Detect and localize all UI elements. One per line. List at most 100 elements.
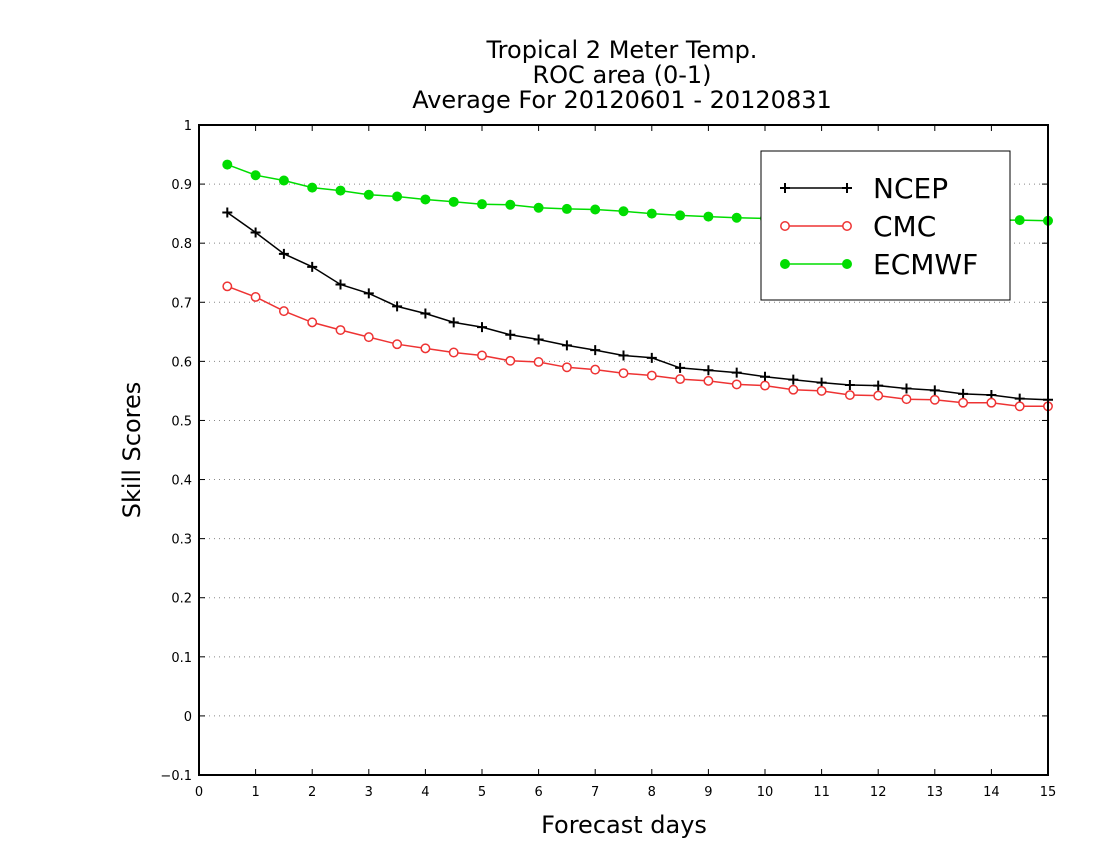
cmc-point: [505, 355, 516, 366]
title-line: Average For 20120601 - 20120831: [412, 86, 832, 114]
cmc-point: [363, 332, 374, 343]
ncep-point: [363, 288, 374, 299]
cmc-point: [278, 306, 289, 317]
ecmwf-point: [250, 170, 261, 181]
legend-ncep-marker: [780, 183, 790, 193]
ncep-point: [788, 374, 799, 385]
ncep-point: [929, 385, 940, 396]
ncep-point: [477, 322, 487, 333]
ecmwf-point: [335, 185, 346, 196]
ecmwf-point: [533, 202, 544, 213]
ecmwf-point: [731, 212, 742, 223]
ecmwf-point: [307, 182, 318, 193]
ncep-point: [448, 317, 459, 328]
legend-ncep-label: NCEP: [873, 172, 948, 205]
cmc-point: [448, 347, 459, 358]
cmc-point: [958, 397, 969, 408]
cmc-point: [618, 368, 629, 379]
ncep-point: [731, 367, 742, 378]
y-tick-label: 1: [184, 119, 192, 134]
ecmwf-point: [448, 196, 459, 207]
cmc-point: [222, 281, 233, 292]
title-line: ROC area (0-1): [532, 61, 711, 89]
ecmwf-point: [618, 206, 629, 217]
y-tick-label: 0.8: [171, 237, 192, 252]
ncep-point: [844, 380, 855, 390]
y-axis-label: Skill Scores: [118, 382, 146, 519]
x-axis-label: Forecast days: [541, 811, 707, 839]
ecmwf-point: [646, 208, 657, 219]
ecmwf-point: [363, 189, 374, 200]
y-tick-label: 0.5: [171, 414, 192, 429]
x-tick-label: 10: [757, 785, 774, 800]
x-tick-label: 14: [983, 785, 1000, 800]
ncep-point: [533, 334, 544, 345]
legend: NCEP CMC ECMWF: [760, 150, 1011, 301]
x-tick-label: 12: [870, 785, 887, 800]
x-tick-label: 8: [648, 785, 656, 800]
ecmwf-point: [222, 159, 233, 170]
ecmwf-point: [703, 211, 714, 222]
cmc-point: [844, 390, 855, 400]
ecmwf-point: [505, 199, 516, 210]
x-tick-label: 0: [195, 785, 203, 800]
y-tick-label: 0.6: [171, 355, 192, 370]
ncep-point: [278, 248, 289, 259]
ncep-point: [675, 362, 686, 373]
ecmwf-point: [477, 199, 487, 210]
cmc-point: [250, 292, 261, 302]
cmc-point: [760, 380, 770, 391]
ncep-point: [646, 352, 657, 363]
cmc-point: [561, 362, 572, 373]
x-tick-label: 1: [251, 785, 259, 800]
ecmwf-point: [675, 210, 686, 221]
cmc-point: [392, 339, 403, 350]
y-tick-label: 0.9: [171, 178, 192, 193]
ncep-point: [760, 371, 770, 382]
x-axis-ticks: 0 1 2 3 4 5 6 7 8 9 10 11 12 13 14 15: [195, 125, 1056, 800]
x-tick-label: 5: [478, 785, 486, 800]
ncep-point: [873, 380, 884, 391]
ncep-point: [250, 227, 261, 238]
cmc-point: [533, 357, 544, 367]
ncep-point: [420, 308, 431, 319]
ecmwf-point: [420, 194, 431, 205]
cmc-point: [731, 379, 742, 390]
cmc-point: [335, 325, 346, 335]
legend-ncep-marker: [842, 183, 852, 193]
cmc-point: [675, 374, 686, 385]
y-tick-label: 0: [184, 710, 192, 725]
cmc-point: [703, 375, 714, 386]
cmc-point: [901, 394, 912, 405]
ecmwf-point: [561, 203, 572, 214]
cmc-point: [646, 370, 657, 381]
ncep-point: [505, 329, 516, 340]
ncep-point: [335, 279, 346, 290]
ncep-point: [307, 261, 318, 272]
legend-cmc-marker: [842, 221, 852, 231]
y-tick-label: 0.2: [171, 592, 192, 607]
x-tick-label: 11: [813, 785, 830, 800]
x-tick-label: 7: [591, 785, 599, 800]
legend-cmc-label: CMC: [873, 210, 936, 243]
legend-ecmwf-marker: [842, 259, 852, 269]
ncep-point: [222, 207, 233, 218]
x-tick-label: 9: [704, 785, 712, 800]
cmc-point: [816, 385, 827, 396]
y-tick-label: 0.4: [171, 474, 192, 489]
legend-ecmwf-marker: [780, 259, 790, 269]
x-tick-label: 13: [927, 785, 944, 800]
x-tick-label: 2: [308, 785, 316, 800]
ncep-point: [561, 340, 572, 351]
ecmwf-point: [1014, 215, 1025, 226]
y-tick-label: 0.3: [171, 533, 192, 548]
y-axis-ticks: −0.1 0 0.1 0.2 0.3 0.4 0.5 0.6 0.7 0.8 0.9 1: [160, 119, 1048, 784]
cmc-point: [477, 350, 487, 361]
cmc-point: [986, 397, 997, 408]
x-tick-label: 6: [534, 785, 542, 800]
cmc-point: [307, 317, 318, 328]
ncep-point: [958, 388, 969, 399]
cmc-point: [1014, 401, 1025, 412]
legend-cmc-marker: [780, 221, 790, 231]
